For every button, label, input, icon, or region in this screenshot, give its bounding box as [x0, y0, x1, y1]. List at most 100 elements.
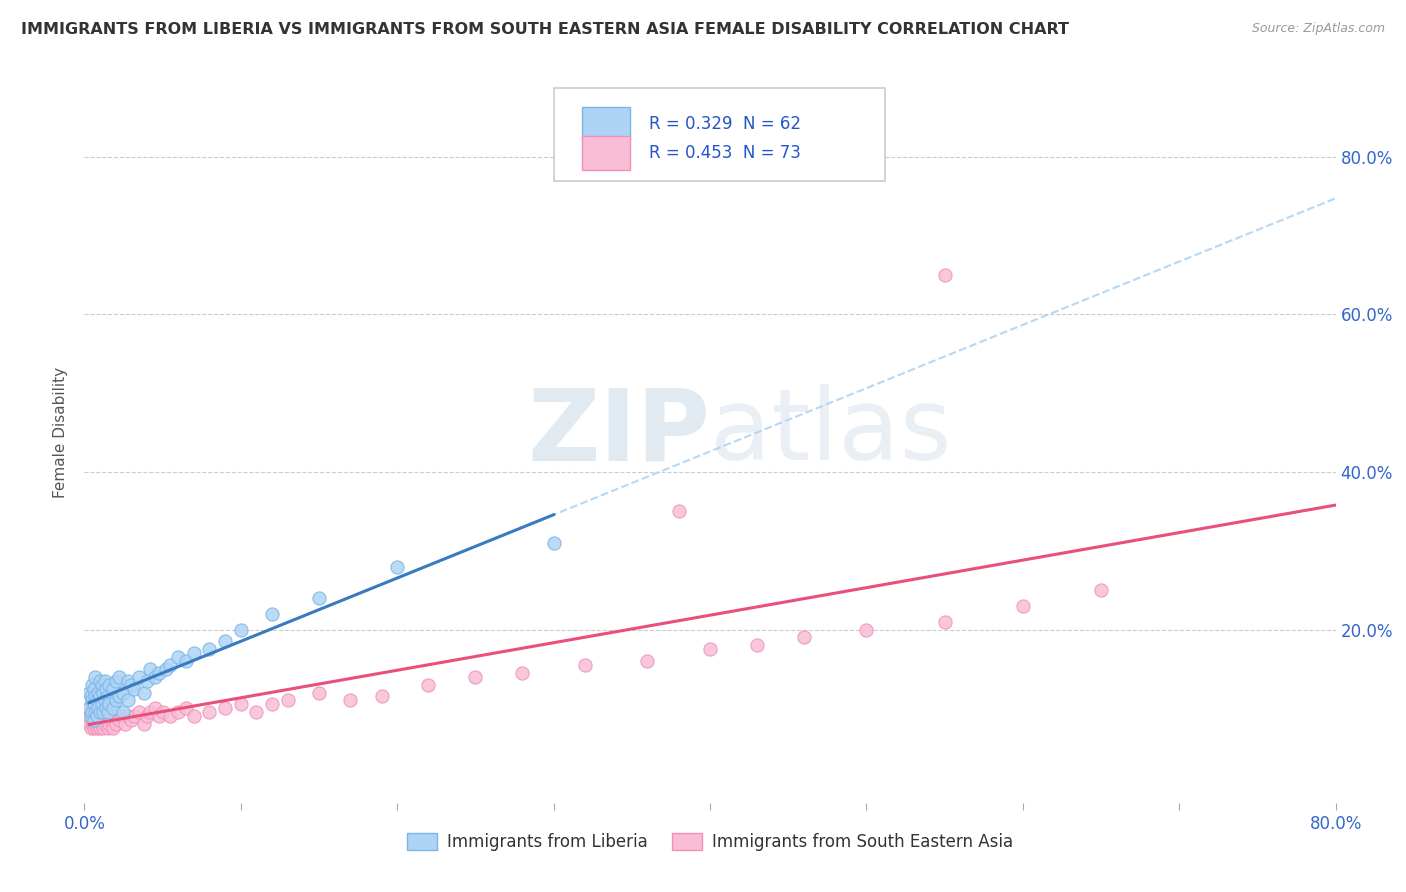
Point [89, 705, 111, 719]
Point [98, 678, 121, 692]
Point [84, 670, 107, 684]
Point [148, 665, 170, 680]
Point [91, 721, 114, 735]
Point [91, 685, 114, 699]
Point [637, 654, 659, 668]
Text: R = 0.329  N = 62: R = 0.329 N = 62 [648, 114, 800, 133]
Point [89, 673, 111, 688]
Point [83, 721, 105, 735]
Point [77, 717, 100, 731]
Point [100, 713, 122, 727]
Point [91, 709, 114, 723]
Point [90, 678, 112, 692]
Point [79, 690, 101, 704]
Point [385, 559, 409, 574]
Point [82, 693, 104, 707]
Point [89, 721, 111, 735]
Point [101, 721, 124, 735]
Point [91, 705, 114, 719]
Bar [582, 136, 630, 169]
Point [214, 634, 236, 648]
Point [136, 673, 159, 688]
Point [84, 705, 107, 719]
Point [174, 654, 197, 668]
Point [97, 721, 120, 735]
Point [574, 657, 596, 672]
Point [104, 693, 127, 707]
Point [183, 709, 205, 723]
Point [117, 673, 139, 688]
Point [198, 642, 221, 657]
Point [97, 690, 120, 704]
Text: IMMIGRANTS FROM LIBERIA VS IMMIGRANTS FROM SOUTH EASTERN ASIA FEMALE DISABILITY : IMMIGRANTS FROM LIBERIA VS IMMIGRANTS FR… [21, 22, 1069, 37]
Y-axis label: Female Disability: Female Disability [53, 367, 69, 499]
Point [83, 713, 105, 727]
Point [308, 685, 330, 699]
Point [132, 717, 155, 731]
Point [98, 698, 121, 712]
Point [124, 681, 146, 696]
Point [934, 268, 956, 282]
Point [148, 709, 170, 723]
Point [543, 536, 565, 550]
Point [104, 717, 127, 731]
Point [245, 705, 267, 719]
Point [132, 685, 155, 699]
Point [97, 705, 120, 719]
Point [1012, 599, 1035, 613]
Point [83, 698, 105, 712]
Point [167, 650, 190, 665]
Point [183, 646, 205, 660]
Point [97, 709, 120, 723]
Point [117, 693, 139, 707]
Point [117, 709, 139, 723]
Point [86, 709, 108, 723]
Point [262, 698, 284, 712]
Point [77, 709, 100, 723]
Point [112, 705, 135, 719]
Point [793, 631, 815, 645]
Point [90, 705, 112, 719]
Point [1090, 583, 1112, 598]
Point [262, 607, 284, 621]
Point [128, 705, 150, 719]
Point [136, 709, 159, 723]
Point [89, 698, 111, 712]
Point [87, 701, 110, 715]
Bar [582, 107, 630, 140]
Point [104, 673, 127, 688]
Point [934, 615, 956, 629]
Point [668, 504, 690, 518]
Point [139, 662, 162, 676]
Point [159, 657, 181, 672]
Point [87, 685, 110, 699]
Point [96, 701, 118, 715]
Point [214, 701, 236, 715]
Point [114, 717, 136, 731]
Point [98, 717, 121, 731]
Legend: Immigrants from Liberia, Immigrants from South Eastern Asia: Immigrants from Liberia, Immigrants from… [399, 826, 1021, 857]
Point [464, 670, 486, 684]
Point [112, 685, 135, 699]
Point [86, 709, 108, 723]
Point [159, 709, 181, 723]
Point [229, 698, 252, 712]
Point [103, 709, 125, 723]
Point [855, 623, 877, 637]
Point [79, 709, 101, 723]
Point [86, 693, 108, 707]
Point [82, 705, 104, 719]
Point [83, 709, 105, 723]
Point [89, 690, 111, 704]
Point [101, 681, 124, 696]
Point [155, 662, 177, 676]
Point [79, 705, 101, 719]
Point [308, 591, 330, 605]
Point [745, 638, 768, 652]
FancyBboxPatch shape [554, 88, 886, 181]
Point [77, 701, 100, 715]
Point [82, 705, 104, 719]
Point [93, 717, 115, 731]
Point [82, 678, 104, 692]
Point [86, 721, 108, 735]
